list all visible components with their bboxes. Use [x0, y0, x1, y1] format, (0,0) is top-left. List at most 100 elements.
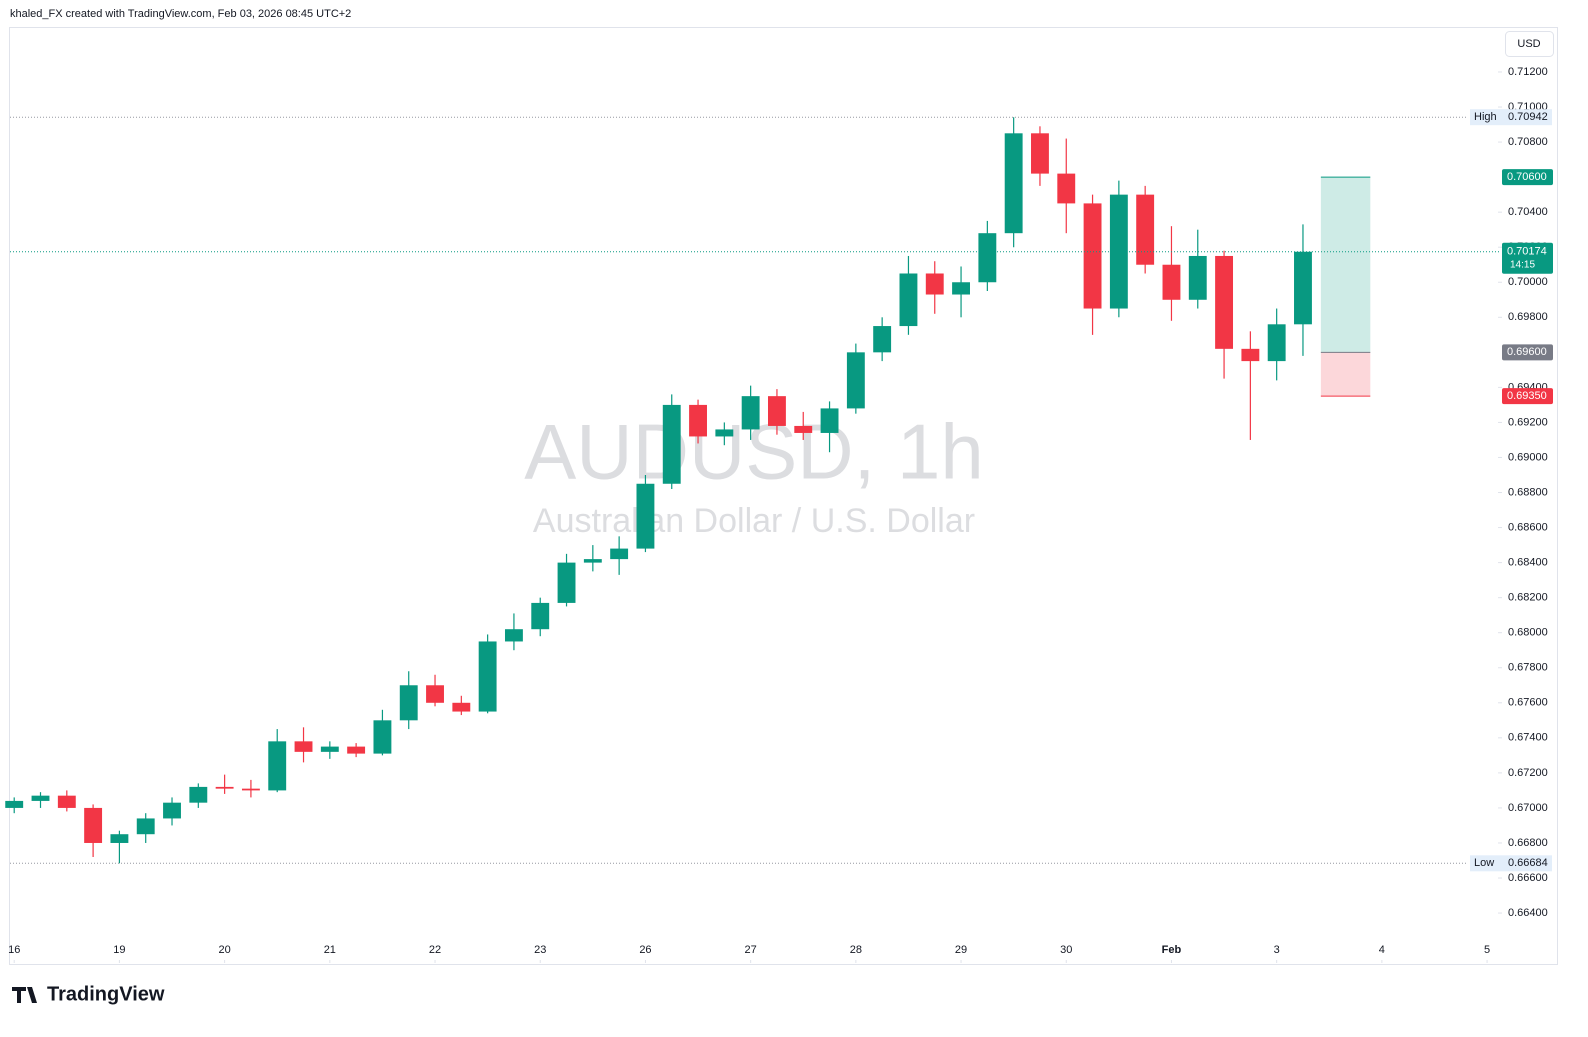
candle-body	[899, 273, 918, 327]
candle-body	[846, 352, 865, 409]
candle-body	[426, 685, 444, 703]
entry-tag-label: 0.69600	[1507, 346, 1547, 358]
y-tick-label: 0.68200	[1508, 592, 1548, 604]
candle-body	[1294, 251, 1312, 325]
y-tick-label: 0.68600	[1508, 521, 1548, 533]
x-tick-label: 27	[745, 944, 757, 956]
target-tag	[1502, 169, 1553, 186]
profit-zone	[1320, 177, 1371, 353]
y-tick-label: 0.66400	[1508, 907, 1548, 919]
y-tick-label: 0.69800	[1508, 311, 1548, 323]
candle-body	[689, 404, 707, 437]
entry-tag	[1502, 344, 1553, 361]
y-tick-label: 0.67400	[1508, 732, 1548, 744]
target-tag-label: 0.70600	[1507, 171, 1547, 183]
candle-body	[557, 562, 576, 603]
y-tick-label: 0.71200	[1508, 66, 1548, 78]
candle-body	[136, 818, 155, 835]
x-tick-label: 4	[1379, 944, 1385, 956]
candle-body	[1241, 348, 1260, 362]
y-tick-label: 0.67000	[1508, 802, 1548, 814]
x-tick-label: 3	[1274, 944, 1280, 956]
candle-body	[1031, 133, 1049, 174]
last-price-tag	[1502, 242, 1553, 274]
y-tick-label: 0.67600	[1508, 697, 1548, 709]
candle-body	[163, 802, 181, 819]
y-tick-label: 0.69200	[1508, 416, 1548, 428]
candle-body	[925, 273, 944, 295]
candle-body	[1188, 255, 1207, 300]
y-tick-label: 0.68000	[1508, 627, 1548, 639]
last-price-label: 0.70174	[1507, 246, 1547, 258]
x-tick-label: 30	[1060, 944, 1072, 956]
currency-label: USD	[1517, 38, 1540, 50]
candle-body	[504, 629, 523, 642]
candle-body	[1267, 324, 1286, 362]
candle-body	[873, 326, 892, 353]
candle-body	[610, 548, 629, 560]
x-tick-label: 22	[429, 944, 441, 956]
y-tick-label: 0.70400	[1508, 206, 1548, 218]
candle-body	[294, 741, 313, 752]
candle-body	[583, 559, 602, 563]
x-tick-label: 26	[639, 944, 651, 956]
y-tick-label: 0.66600	[1508, 872, 1548, 884]
candle-body	[978, 233, 997, 283]
candle-body	[5, 800, 24, 808]
stop-tag	[1502, 388, 1553, 405]
marker-label: Low	[1474, 857, 1494, 869]
marker-value: 0.66684	[1508, 857, 1548, 869]
candle-body	[1162, 264, 1181, 300]
candle-body	[1136, 194, 1155, 265]
candle-body	[452, 702, 471, 712]
chart-frame	[9, 27, 1558, 965]
candle-body	[320, 746, 339, 752]
x-tick-label: 28	[850, 944, 862, 956]
y-tick-label: 0.67200	[1508, 767, 1548, 779]
marker-label: High	[1474, 111, 1497, 123]
y-tick-label: 0.68800	[1508, 486, 1548, 498]
x-tick-label: 16	[8, 944, 20, 956]
y-tick-label: 0.70000	[1508, 276, 1548, 288]
candle-body	[794, 425, 813, 433]
candle-body	[373, 720, 392, 754]
logo: TradingView	[12, 983, 165, 1005]
logo-text: TradingView	[47, 983, 165, 1005]
candle-body	[1057, 173, 1076, 204]
y-tick-label: 0.67800	[1508, 662, 1548, 674]
x-tick-label: Feb	[1162, 944, 1182, 956]
candle-body	[57, 795, 76, 808]
y-tick-label: 0.70800	[1508, 136, 1548, 148]
x-tick-label: 19	[113, 944, 125, 956]
candle-body	[531, 602, 550, 630]
y-tick-label: 0.69000	[1508, 451, 1548, 463]
x-tick-label: 5	[1484, 944, 1490, 956]
watermark-subtitle: Australian Dollar / U.S. Dollar	[533, 502, 975, 540]
candle-body	[110, 834, 129, 843]
candle-body	[399, 685, 418, 721]
candle-body	[84, 807, 103, 843]
x-tick-label: 23	[534, 944, 546, 956]
logo-icon	[12, 987, 37, 1003]
candle-body	[215, 786, 234, 789]
candle-body	[1109, 194, 1128, 309]
currency-button[interactable]	[1505, 31, 1554, 57]
y-tick-label: 0.66800	[1508, 837, 1548, 849]
candle-body	[1083, 203, 1102, 309]
candle-body	[478, 641, 497, 712]
y-tick-label: 0.68400	[1508, 557, 1548, 569]
candle-body	[189, 786, 208, 803]
x-tick-label: 29	[955, 944, 967, 956]
candle-body	[820, 408, 839, 433]
candle-body	[741, 396, 760, 430]
candle-body	[31, 795, 50, 801]
candle-body	[662, 404, 681, 484]
candle-body	[768, 396, 786, 426]
marker-box	[1470, 109, 1552, 126]
x-tick-label: 21	[324, 944, 336, 956]
stop-tag-label: 0.69350	[1507, 390, 1547, 402]
x-tick-label: 20	[218, 944, 230, 956]
candle-body	[268, 741, 287, 791]
